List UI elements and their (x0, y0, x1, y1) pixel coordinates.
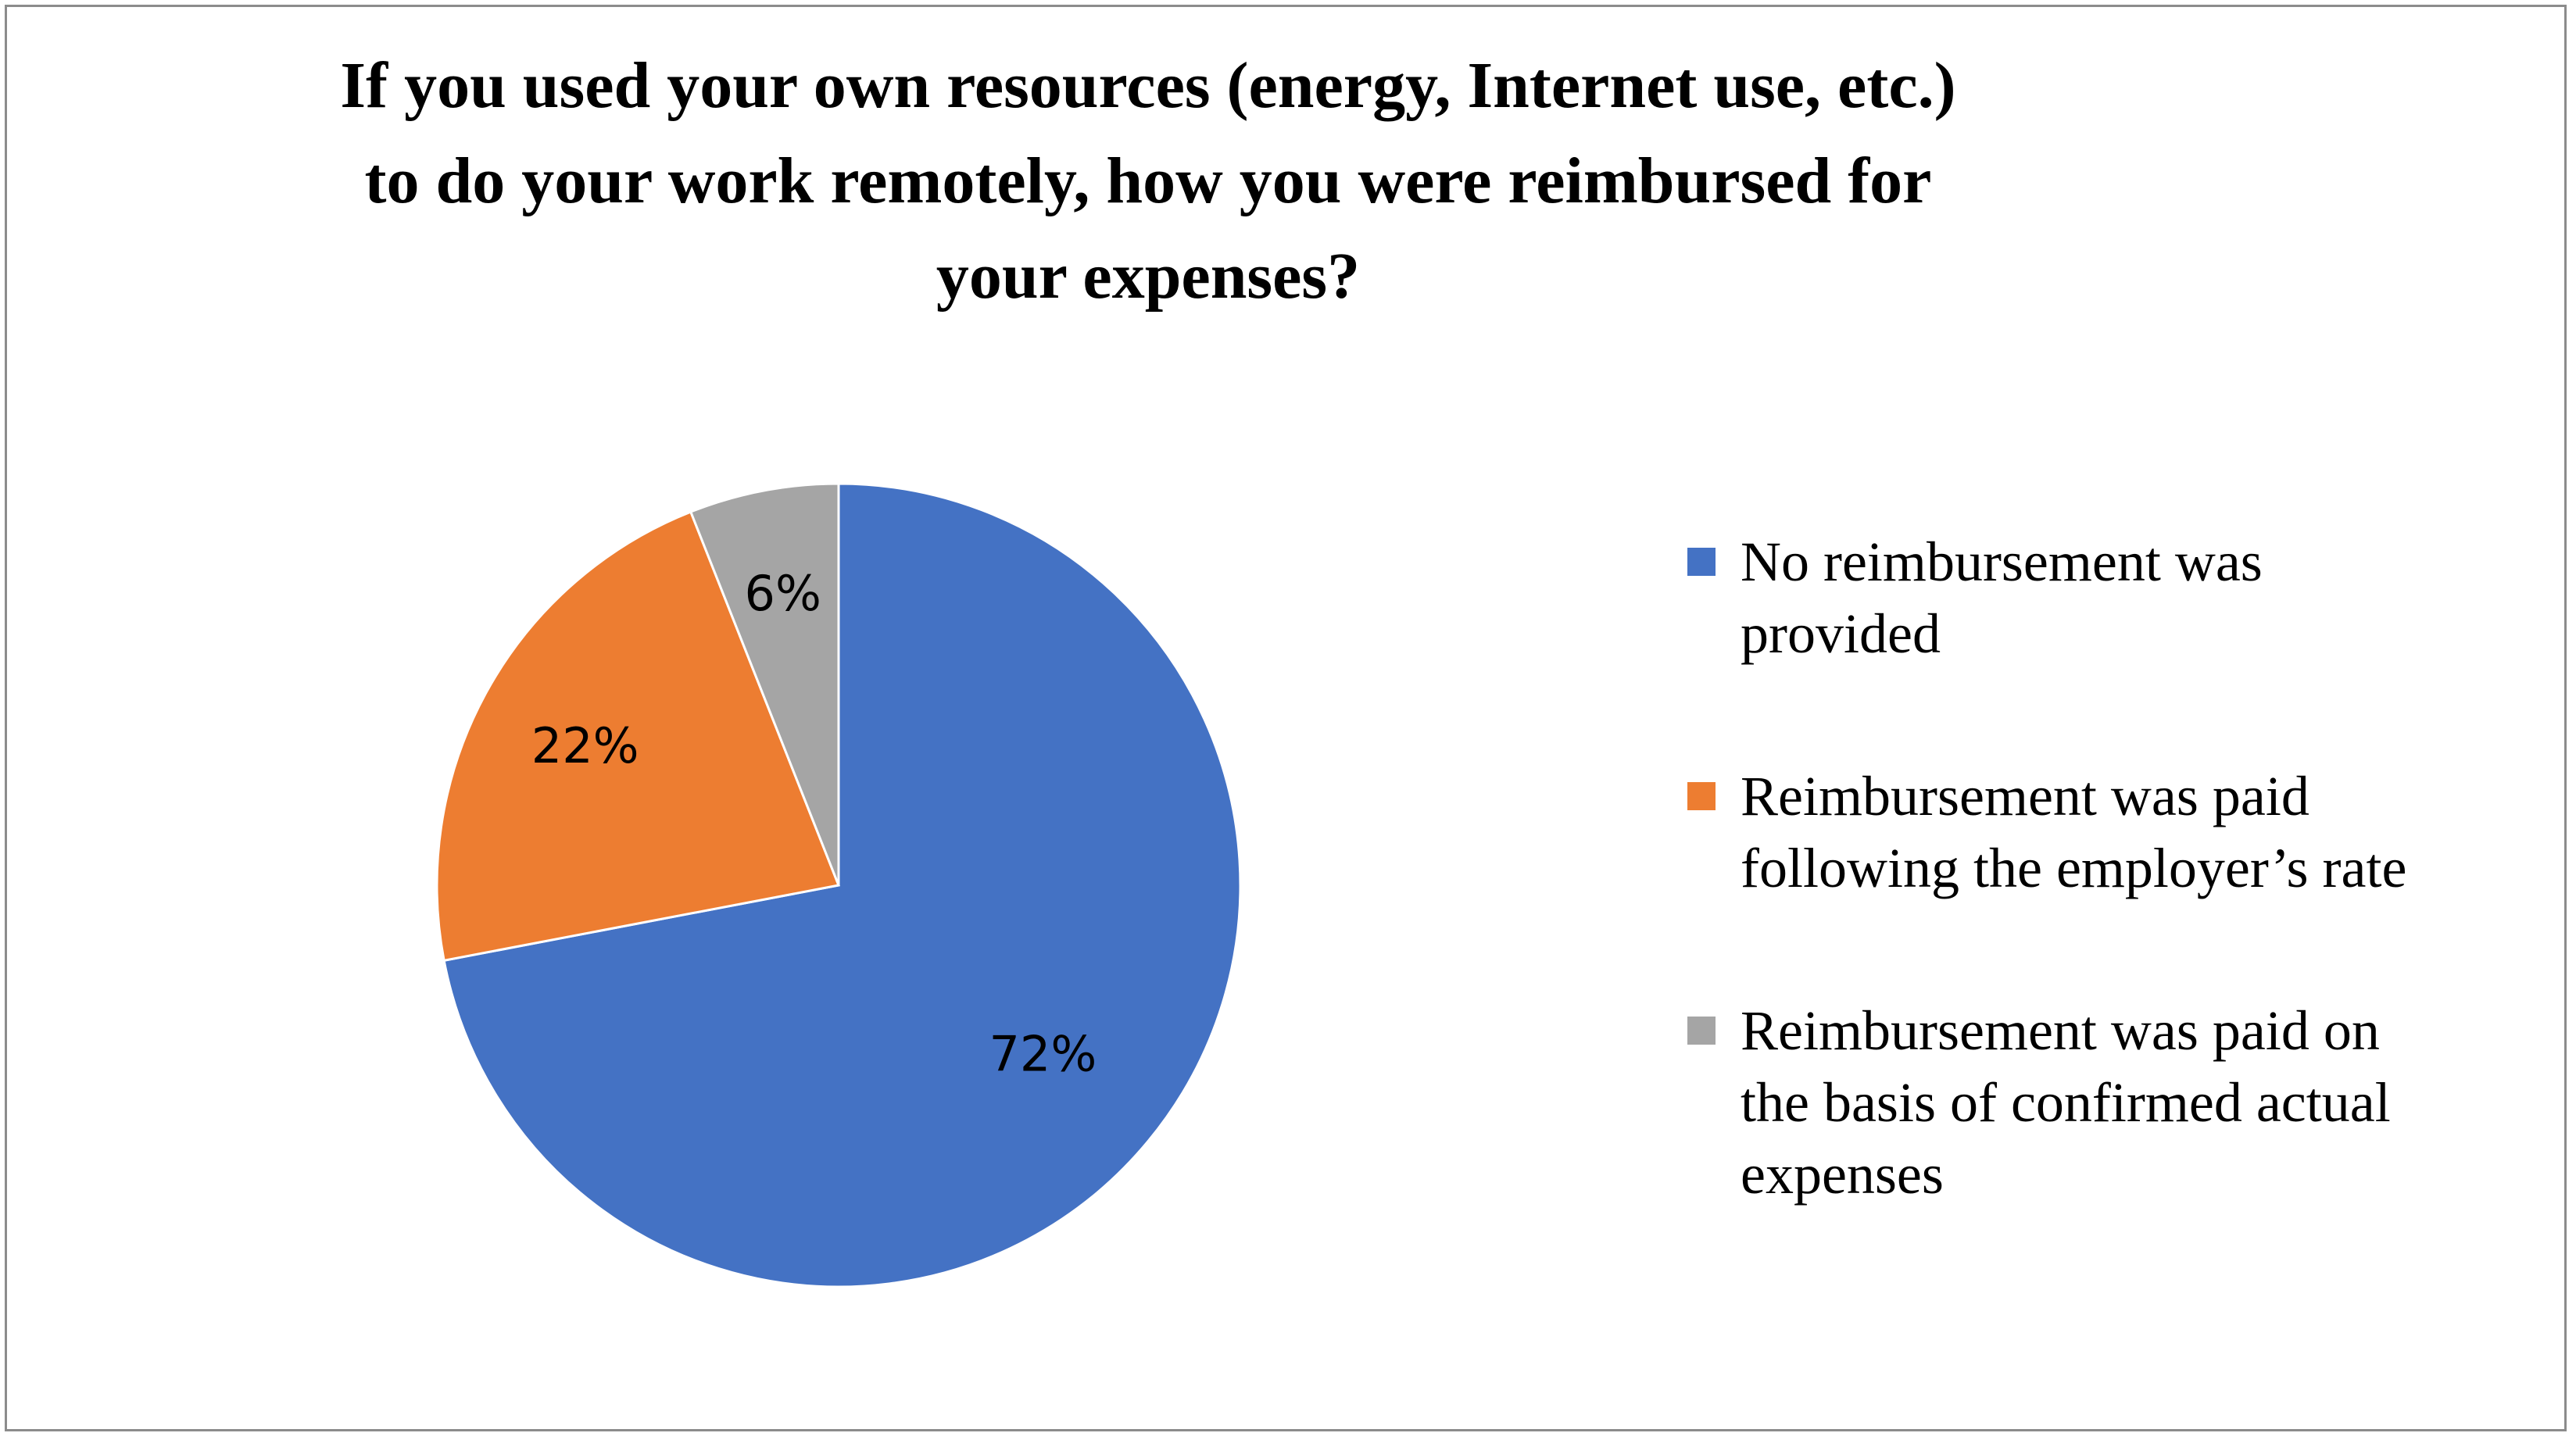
legend-item-no-reimbursement: No reimbursement was provided (1687, 526, 2563, 670)
legend-label-line: expenses (1741, 1143, 1944, 1206)
legend-swatch-employer-rate (1687, 782, 1716, 810)
legend-label-line: Reimbursement was paid (1741, 765, 2309, 827)
chart-title: If you used your own resources (energy, … (132, 38, 2164, 324)
pie-chart: 72% 22% 6% (435, 482, 1242, 1288)
pie-slices (435, 482, 1242, 1288)
chart-title-line-3: your expenses? (936, 240, 1361, 313)
legend-label-line: provided (1741, 602, 1941, 665)
legend-label-line: Reimbursement was paid on (1741, 999, 2380, 1062)
legend-swatch-no-reimbursement (1687, 548, 1716, 576)
legend-label-line: the basis of confirmed actual (1741, 1071, 2391, 1134)
chart-title-line-1: If you used your own resources (energy, … (340, 49, 1956, 122)
chart-title-line-2: to do your work remotely, how you were r… (364, 145, 1932, 217)
legend-item-employer-rate: Reimbursement was paid following the emp… (1687, 760, 2563, 904)
label-no-reimbursement: 72% (989, 1026, 1097, 1083)
label-employer-rate: 22% (531, 717, 639, 774)
pie-labels: 72% 22% 6% (531, 565, 1097, 1083)
chart-frame: If you used your own resources (energy, … (5, 5, 2567, 1431)
legend-label-line: following the employer’s rate (1741, 837, 2407, 899)
slice-no-reimbursement (442, 482, 1242, 1288)
slice-actual-expenses (689, 482, 840, 886)
legend-item-actual-expenses: Reimbursement was paid on the basis of c… (1687, 995, 2563, 1210)
legend: No reimbursement was provided Reimbursem… (1687, 526, 2563, 1301)
slice-employer-rate (435, 510, 841, 963)
label-actual-expenses: 6% (745, 565, 821, 622)
legend-label-line: No reimbursement was (1741, 531, 2263, 593)
legend-swatch-actual-expenses (1687, 1017, 1716, 1045)
